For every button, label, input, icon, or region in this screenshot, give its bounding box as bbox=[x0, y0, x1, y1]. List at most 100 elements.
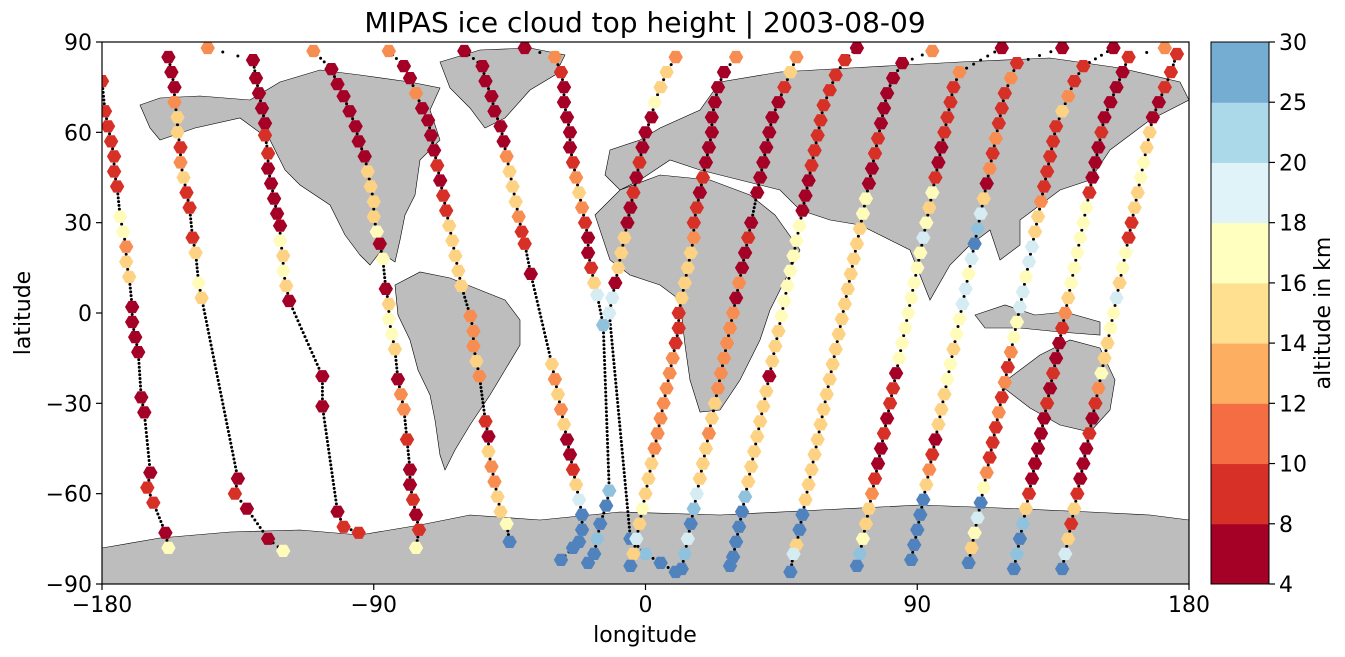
cloud-top-hexagon bbox=[260, 532, 276, 545]
track-dot bbox=[666, 565, 670, 569]
track-dot bbox=[620, 443, 624, 447]
cloud-top-hexagon bbox=[653, 556, 668, 569]
x-axis-ticks: −180 −90 0 90 180 bbox=[72, 584, 1210, 618]
cloud-top-hexagon bbox=[641, 472, 656, 485]
cloud-top-hexagon bbox=[230, 472, 246, 485]
track-dot bbox=[491, 102, 495, 106]
track-dot bbox=[330, 471, 334, 475]
cloud-top-hexagon bbox=[1094, 126, 1109, 139]
track-dot bbox=[602, 335, 606, 339]
cloud-top-hexagon bbox=[433, 174, 448, 187]
track-dot bbox=[114, 177, 118, 181]
cloud-top-hexagon bbox=[517, 237, 532, 250]
track-dot bbox=[1035, 222, 1039, 226]
track-dot bbox=[172, 93, 176, 97]
y-tick-label: 90 bbox=[64, 31, 92, 56]
track-dot bbox=[1092, 409, 1096, 413]
track-dot bbox=[416, 520, 420, 524]
cloud-top-hexagon bbox=[257, 117, 273, 130]
cloud-top-hexagon bbox=[608, 276, 623, 289]
cloud-top-hexagon bbox=[276, 249, 291, 262]
cloud-top-hexagon bbox=[689, 487, 704, 500]
cloud-top-hexagon bbox=[1018, 502, 1034, 515]
cloud-top-hexagon bbox=[885, 72, 901, 85]
track-dot bbox=[515, 207, 519, 211]
track-dot bbox=[666, 379, 670, 383]
cloud-top-hexagon bbox=[1003, 72, 1019, 85]
track-dot bbox=[322, 60, 326, 64]
cloud-top-hexagon bbox=[463, 309, 478, 323]
track-dot bbox=[189, 221, 193, 225]
cloud-top-hexagon bbox=[753, 415, 768, 428]
cloud-top-hexagon bbox=[1070, 487, 1085, 500]
cloud-top-hexagon bbox=[1169, 47, 1185, 61]
track-dot bbox=[560, 415, 564, 419]
track-dot bbox=[751, 209, 755, 213]
cloud-top-hexagon bbox=[801, 174, 816, 187]
cloud-top-hexagon bbox=[665, 352, 680, 365]
colorbar-tick-label: 30 bbox=[1279, 31, 1307, 56]
track-dot bbox=[189, 217, 193, 221]
cloud-top-hexagon bbox=[789, 50, 804, 64]
cloud-top-hexagon bbox=[1024, 240, 1040, 253]
cloud-top-hexagon bbox=[466, 340, 481, 353]
cloud-top-hexagon bbox=[1082, 427, 1097, 440]
track-dot bbox=[606, 441, 610, 445]
cloud-top-hexagon bbox=[366, 210, 381, 223]
cloud-top-hexagon bbox=[1076, 216, 1091, 229]
track-dot bbox=[1053, 132, 1057, 136]
track-dot bbox=[496, 117, 500, 121]
track-dot bbox=[1062, 319, 1066, 323]
track-dot bbox=[411, 84, 415, 88]
cloud-top-hexagon bbox=[423, 129, 439, 142]
y-tick-label: −90 bbox=[46, 573, 92, 598]
track-dot bbox=[829, 370, 833, 374]
colorbar-tick-label: 8 bbox=[1279, 513, 1293, 538]
track-dot bbox=[320, 393, 324, 397]
cloud-top-hexagon bbox=[550, 388, 566, 401]
cloud-top-hexagon bbox=[1006, 562, 1022, 576]
track-dot bbox=[905, 319, 909, 323]
track-dot bbox=[382, 272, 386, 276]
cloud-top-hexagon bbox=[1009, 315, 1025, 329]
track-dot bbox=[773, 108, 777, 112]
track-dot bbox=[929, 460, 933, 464]
track-dot bbox=[323, 424, 327, 428]
cloud-top-hexagon bbox=[686, 216, 701, 229]
cloud-top-hexagon bbox=[161, 541, 176, 554]
track-dot bbox=[950, 355, 954, 359]
track-dot bbox=[531, 280, 535, 284]
cloud-top-hexagon bbox=[756, 400, 771, 413]
track-dot bbox=[117, 200, 121, 204]
track-dot bbox=[796, 231, 800, 235]
cloud-top-hexagon bbox=[1076, 60, 1091, 73]
cloud-top-hexagon bbox=[372, 237, 387, 250]
cloud-top-hexagon bbox=[276, 264, 291, 277]
track-dot bbox=[175, 123, 179, 127]
cloud-top-hexagon bbox=[988, 132, 1003, 145]
cloud-top-hexagon bbox=[1003, 346, 1019, 359]
track-dot bbox=[1038, 54, 1042, 58]
track-dot bbox=[464, 299, 468, 303]
cloud-top-hexagon bbox=[1112, 276, 1127, 289]
cloud-top-hexagon bbox=[490, 490, 505, 503]
track-dot bbox=[1063, 102, 1067, 106]
cloud-top-hexagon bbox=[819, 388, 834, 401]
track-dot bbox=[602, 355, 606, 359]
cloud-top-hexagon bbox=[574, 201, 590, 214]
track-dot bbox=[603, 370, 607, 374]
track-dot bbox=[1041, 192, 1045, 196]
track-dot bbox=[603, 359, 607, 363]
track-dot bbox=[687, 258, 691, 262]
y-tick-label: −60 bbox=[46, 483, 92, 508]
track-dot bbox=[1083, 213, 1087, 217]
track-dot bbox=[1131, 213, 1135, 217]
track-dot bbox=[431, 141, 435, 145]
cloud-top-hexagon bbox=[719, 337, 735, 350]
cloud-top-hexagon bbox=[1109, 81, 1124, 94]
track-dot bbox=[778, 322, 782, 326]
track-dot bbox=[624, 486, 628, 490]
cloud-top-hexagon bbox=[363, 180, 378, 193]
track-dot bbox=[618, 258, 622, 262]
track-dot bbox=[607, 469, 611, 473]
